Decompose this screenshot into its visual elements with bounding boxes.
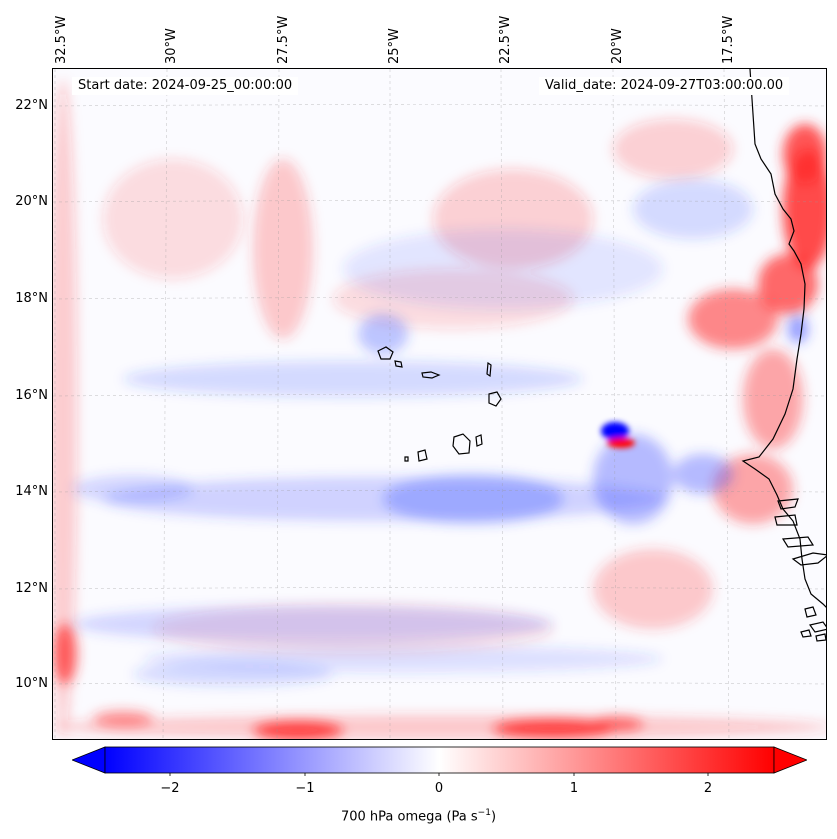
lon-label-30w: 30°W [164, 28, 179, 64]
omega-field-svg [53, 69, 826, 739]
colorbar-min-arrow [72, 746, 106, 774]
negative-omega-areas [73, 179, 808, 686]
convective-dipole [601, 422, 635, 448]
valid-date-label: Valid_date: 2024-09-27T03:00:00.00 [539, 77, 790, 95]
colorbar-tick-label-neg2: −2 [160, 781, 180, 796]
lon-label-17-5w: 17.5°W [721, 15, 736, 64]
colorbar-max-arrow [773, 746, 807, 774]
lat-label-10n: 10°N [15, 676, 48, 691]
lon-label-22-5w: 22.5°W [498, 15, 513, 64]
colorbar-tick-label-1: 1 [569, 781, 579, 796]
lon-label-20w: 20°W [610, 28, 625, 64]
colorbar-label: 700 hPa omega (Pa s−1) [340, 808, 497, 825]
start-date-label: Start date: 2024-09-25_00:00:00 [72, 77, 299, 95]
african-coastline [741, 69, 826, 642]
lon-label-25w: 25°W [387, 28, 402, 64]
lon-label-32-5w: 32.5°W [54, 15, 69, 64]
colorbar-gradient [104, 746, 775, 774]
lat-label-14n: 14°N [15, 484, 48, 499]
lat-label-22n: 22°N [15, 98, 48, 113]
omega-map [52, 68, 827, 740]
lat-label-16n: 16°N [15, 388, 48, 403]
lon-label-27-5w: 27.5°W [276, 15, 291, 64]
colorbar-tick-label-0: 0 [434, 781, 444, 796]
lat-label-12n: 12°N [15, 581, 48, 596]
lat-label-18n: 18°N [15, 291, 48, 306]
lat-label-20n: 20°N [15, 194, 48, 209]
colorbar-tick-label-neg1: −1 [295, 781, 315, 796]
colorbar [72, 746, 807, 776]
positive-omega-areas [53, 79, 826, 739]
cape-verde-islands [377, 346, 502, 462]
gridlines [53, 69, 826, 739]
colorbar-tick-label-2: 2 [703, 781, 713, 796]
